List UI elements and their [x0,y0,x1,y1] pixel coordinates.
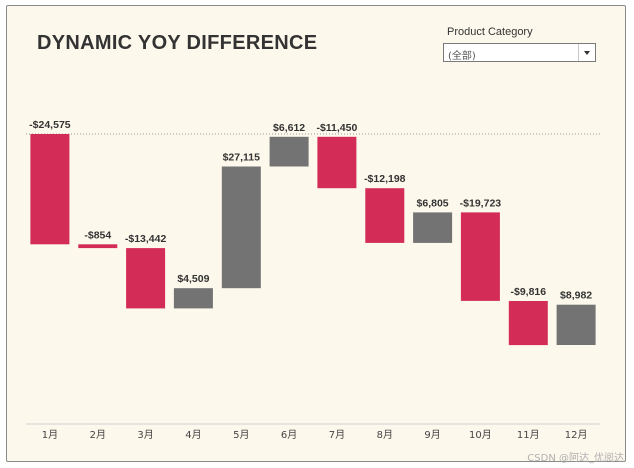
bar-value-label: $4,509 [177,273,209,285]
bar-value-label: -$11,450 [316,122,357,134]
bar-12[interactable] [556,304,596,345]
bar-7[interactable] [317,136,357,189]
bar-value-label: -$12,198 [364,173,406,185]
bar-6[interactable] [269,136,309,167]
bar-value-label: -$24,575 [29,119,71,131]
x-tick-label: 6月 [281,429,297,441]
bars-group: -$24,575 -$854 -$13,442 $4,509 $27,115 $6,612… [29,119,596,346]
bar-8[interactable] [365,188,405,243]
x-tick-label: 2月 [90,429,106,441]
x-tick-labels: 1月 2月 3月 4月 5月 6月 7月 8月 9月 10月 11月 12月 [42,429,588,441]
chart-title: DYNAMIC YOY DIFFERENCE [37,32,318,54]
dropdown-selected-value: (全部) [448,51,476,62]
bar-value-label: -$9,816 [510,286,546,298]
bar-5[interactable] [221,166,261,289]
x-tick-label: 3月 [137,429,153,441]
product-category-dropdown[interactable]: (全部) [443,43,596,62]
bar-10[interactable] [460,212,500,301]
bar-2[interactable] [78,244,118,249]
bar-value-label: -$854 [84,229,111,241]
bar-1[interactable] [30,134,70,245]
x-tick-label: 5月 [233,429,249,441]
bar-value-label: $27,115 [223,152,261,164]
bar-value-label: $6,612 [273,122,305,134]
bar-value-label: -$19,723 [460,197,502,209]
x-tick-label: 1月 [42,429,58,441]
bar-4[interactable] [173,288,213,309]
dashboard-panel: DYNAMIC YOY DIFFERENCE Product Category … [6,5,626,462]
chevron-down-icon[interactable] [578,44,595,61]
x-tick-label: 10月 [469,429,492,441]
x-tick-label: 8月 [377,429,393,441]
bar-value-label: -$13,442 [125,233,167,245]
x-tick-label: 9月 [424,429,440,441]
bar-3[interactable] [126,248,166,309]
bar-11[interactable] [508,301,548,346]
x-tick-label: 7月 [329,429,345,441]
filter-label: Product Category [447,26,533,38]
bar-value-label: $8,982 [560,290,592,302]
bar-value-label: $6,805 [417,197,449,209]
bar-9[interactable] [413,212,453,243]
x-tick-label: 4月 [185,429,201,441]
x-tick-label: 11月 [517,429,540,441]
watermark: CSDN @阿达_优阅达 [527,453,624,464]
x-tick-label: 12月 [565,429,588,441]
